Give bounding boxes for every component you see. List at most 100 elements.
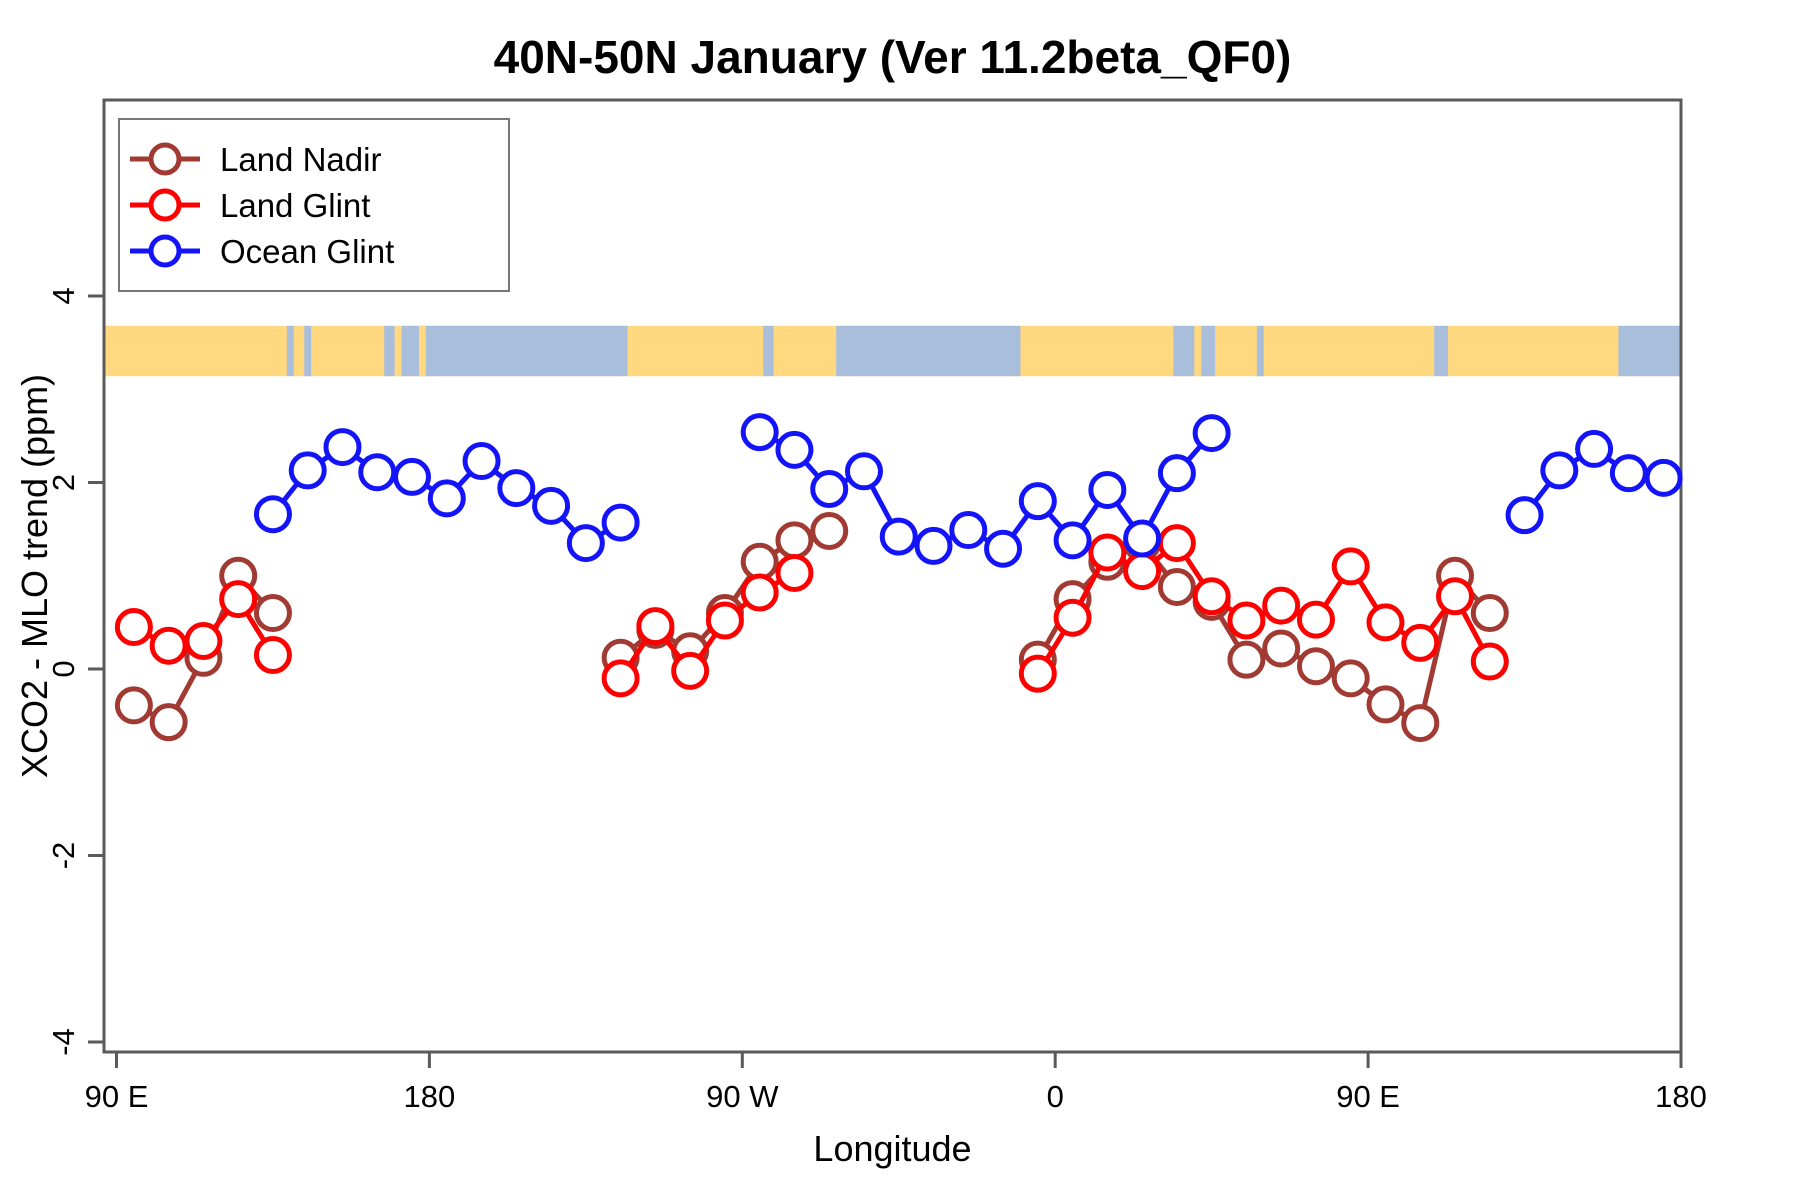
data-point-land-glint [114, 608, 153, 647]
data-point-ocean-glint [984, 529, 1023, 568]
data-point-ocean-glint [810, 470, 849, 509]
data-point-ocean-glint [532, 486, 571, 525]
legend-label-land-glint: Land Glint [220, 186, 371, 224]
data-point-land-glint [149, 626, 188, 665]
data-point-land-glint [671, 651, 710, 690]
x-tick-label: 90 E [1336, 1079, 1400, 1114]
map-strip-ocean [1201, 325, 1216, 377]
data-point-ocean-glint [1192, 414, 1231, 453]
legend-item-land-glint: Land Glint [120, 182, 508, 228]
data-point-ocean-glint [1123, 519, 1162, 558]
y-tick-label: 0 [46, 660, 81, 677]
data-point-land-glint [705, 601, 744, 640]
land-glint-marker-icon [130, 188, 200, 222]
chart-title: 40N-50N January (Ver 11.2beta_QF0) [493, 31, 1292, 83]
data-point-land-glint [1470, 642, 1509, 681]
map-strip-ocean [384, 325, 395, 377]
data-point-land-glint [1192, 577, 1231, 616]
data-point-ocean-glint [1609, 454, 1648, 493]
legend-item-land-nadir: Land Nadir [120, 136, 508, 182]
x-tick-label: 90 W [706, 1079, 779, 1114]
data-point-land-glint [1366, 603, 1405, 642]
data-point-land-glint [740, 573, 779, 612]
map-strip-ocean [286, 325, 294, 377]
data-point-ocean-glint [358, 453, 397, 492]
data-point-ocean-glint [740, 413, 779, 452]
plot-box [102, 98, 1683, 1054]
data-point-ocean-glint [601, 503, 640, 542]
data-point-land-glint [1262, 586, 1301, 625]
data-point-land-nadir [253, 594, 292, 633]
data-point-ocean-glint [462, 442, 501, 481]
data-point-land-glint [1227, 601, 1266, 640]
data-point-land-glint [636, 607, 675, 646]
data-point-ocean-glint [775, 430, 814, 469]
data-point-land-nadir [1262, 629, 1301, 668]
data-point-ocean-glint [1157, 454, 1196, 493]
data-point-land-glint [1296, 600, 1335, 639]
x-tick-label: 180 [404, 1079, 456, 1114]
data-point-ocean-glint [1505, 496, 1544, 535]
data-point-land-nadir [775, 521, 814, 560]
data-point-ocean-glint [566, 524, 605, 563]
data-point-ocean-glint [1540, 451, 1579, 490]
data-point-land-glint [1401, 623, 1440, 662]
data-point-land-nadir [810, 511, 849, 550]
map-strip-ocean [1618, 325, 1681, 377]
data-point-land-nadir [740, 542, 779, 581]
map-strip-ocean [1173, 325, 1195, 377]
data-point-land-glint [1088, 533, 1127, 572]
map-strip-ocean [836, 325, 1021, 377]
map-strip-ocean [1256, 325, 1264, 377]
data-point-ocean-glint [1644, 458, 1683, 497]
data-point-land-glint [219, 580, 258, 619]
legend: Land Nadir Land Glint Ocean Glint [118, 118, 510, 292]
legend-label-land-nadir: Land Nadir [220, 140, 382, 178]
data-point-land-glint [775, 553, 814, 592]
data-point-ocean-glint [497, 469, 536, 508]
land-nadir-marker-icon [130, 142, 200, 176]
ocean-glint-marker-icon [130, 234, 200, 268]
data-point-ocean-glint [427, 479, 466, 518]
data-point-ocean-glint [1088, 470, 1127, 509]
data-point-land-nadir [1470, 594, 1509, 633]
data-point-land-nadir [1227, 640, 1266, 679]
data-point-land-nadir [149, 703, 188, 742]
y-tick-label: -4 [46, 1028, 81, 1056]
data-point-land-glint [1436, 577, 1475, 616]
data-point-ocean-glint [844, 452, 883, 491]
y-tick-label: 2 [46, 474, 81, 491]
data-point-ocean-glint [393, 457, 432, 496]
y-tick-label: 4 [46, 287, 81, 304]
map-strip-ocean [304, 325, 312, 377]
data-point-land-nadir [1296, 647, 1335, 686]
y-tick-label: -2 [46, 842, 81, 870]
x-axis-label: Longitude [813, 1128, 972, 1169]
data-point-land-glint [1123, 552, 1162, 591]
data-point-ocean-glint [1018, 482, 1057, 521]
data-point-land-glint [1053, 598, 1092, 637]
data-point-ocean-glint [288, 451, 327, 490]
data-point-land-glint [1331, 547, 1370, 586]
data-point-land-glint [184, 622, 223, 661]
data-point-ocean-glint [1053, 521, 1092, 560]
data-point-ocean-glint [253, 495, 292, 534]
data-point-land-glint [1157, 524, 1196, 563]
data-point-land-nadir [114, 686, 153, 725]
x-tick-label: 180 [1655, 1079, 1707, 1114]
data-point-ocean-glint [914, 526, 953, 565]
data-point-ocean-glint [323, 428, 362, 467]
data-point-land-nadir [1401, 704, 1440, 743]
data-point-land-glint [253, 636, 292, 675]
data-point-ocean-glint [949, 511, 988, 550]
data-point-land-nadir [1331, 659, 1370, 698]
data-point-land-nadir [1157, 567, 1196, 606]
legend-label-ocean-glint: Ocean Glint [220, 232, 395, 270]
data-point-ocean-glint [879, 517, 918, 556]
data-point-land-nadir [1366, 685, 1405, 724]
x-tick-label: 90 E [85, 1079, 149, 1114]
map-strip-island [418, 325, 426, 377]
legend-item-ocean-glint: Ocean Glint [120, 228, 508, 274]
